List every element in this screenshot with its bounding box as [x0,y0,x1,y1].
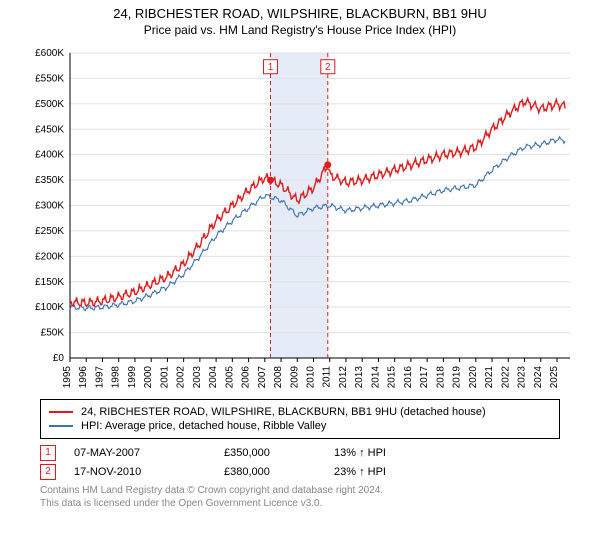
svg-text:2016: 2016 [403,366,414,389]
svg-text:2025: 2025 [549,366,560,389]
sale-price: £380,000 [224,466,334,478]
page-subtitle: Price paid vs. HM Land Registry's House … [0,21,600,37]
svg-text:1: 1 [268,62,274,73]
svg-text:1999: 1999 [127,366,138,389]
attribution-line: This data is licensed under the Open Gov… [40,497,560,510]
attribution-line: Contains HM Land Registry data © Crown c… [40,484,560,497]
svg-text:£200K: £200K [35,251,64,262]
svg-text:£0: £0 [53,353,65,364]
sale-date: 07-MAY-2007 [74,447,224,459]
svg-text:£600K: £600K [35,48,64,59]
legend-label: 24, RIBCHESTER ROAD, WILPSHIRE, BLACKBUR… [81,406,486,418]
sale-price: £350,000 [224,447,334,459]
sale-delta: 23% ↑ HPI [334,466,444,478]
svg-text:2020: 2020 [468,366,479,389]
sale-date: 17-NOV-2010 [74,466,224,478]
sales-table: 1 07-MAY-2007£350,00013% ↑ HPI 2 17-NOV-201… [40,445,560,480]
svg-text:2007: 2007 [257,366,268,389]
svg-text:£450K: £450K [35,124,64,135]
svg-text:£350K: £350K [35,175,64,186]
legend-row: HPI: Average price, detached house, Ribb… [49,420,551,432]
svg-text:£100K: £100K [35,302,64,313]
svg-text:2003: 2003 [192,366,203,389]
svg-text:2012: 2012 [338,366,349,389]
legend-swatch [49,411,73,413]
svg-text:2013: 2013 [354,366,365,389]
attribution: Contains HM Land Registry data © Crown c… [40,484,560,510]
svg-text:1995: 1995 [62,366,73,389]
sales-row: 1 07-MAY-2007£350,00013% ↑ HPI [40,445,560,461]
svg-text:1997: 1997 [94,366,105,389]
svg-text:2015: 2015 [387,366,398,389]
price-chart: £0 £50K £100K £150K £200K £250K £300K £350K £400… [20,43,580,393]
svg-text:2004: 2004 [208,366,219,389]
svg-text:1996: 1996 [78,366,89,389]
sale-marker: 1 [40,445,56,461]
svg-text:£400K: £400K [35,150,64,161]
svg-text:2000: 2000 [143,366,154,389]
svg-text:£500K: £500K [35,99,64,110]
svg-text:2011: 2011 [322,366,333,388]
svg-text:2017: 2017 [419,366,430,389]
svg-text:2002: 2002 [176,366,187,389]
svg-text:£300K: £300K [35,201,64,212]
legend-label: HPI: Average price, detached house, Ribb… [81,420,326,432]
svg-text:2001: 2001 [159,366,170,389]
legend: 24, RIBCHESTER ROAD, WILPSHIRE, BLACKBUR… [40,399,560,439]
sales-row: 2 17-NOV-2010£380,00023% ↑ HPI [40,464,560,480]
svg-text:2010: 2010 [306,366,317,389]
svg-text:£50K: £50K [41,328,65,339]
svg-text:2009: 2009 [289,366,300,389]
svg-text:1998: 1998 [111,366,122,389]
svg-text:2018: 2018 [435,366,446,389]
svg-text:2024: 2024 [533,366,544,389]
svg-text:2023: 2023 [517,366,528,389]
svg-text:£550K: £550K [35,73,64,84]
sale-delta: 13% ↑ HPI [334,447,444,459]
page-title: 24, RIBCHESTER ROAD, WILPSHIRE, BLACKBUR… [0,0,600,21]
svg-text:2014: 2014 [370,366,381,389]
sale-marker: 2 [40,464,56,480]
svg-text:2: 2 [325,62,331,73]
legend-row: 24, RIBCHESTER ROAD, WILPSHIRE, BLACKBUR… [49,406,551,418]
svg-text:2008: 2008 [273,366,284,389]
svg-text:2022: 2022 [500,366,511,389]
legend-swatch [49,425,73,427]
svg-text:2005: 2005 [224,366,235,389]
svg-text:£250K: £250K [35,226,64,237]
svg-text:2006: 2006 [241,366,252,389]
svg-text:2021: 2021 [484,366,495,389]
svg-text:2019: 2019 [452,366,463,389]
svg-text:£150K: £150K [35,277,64,288]
